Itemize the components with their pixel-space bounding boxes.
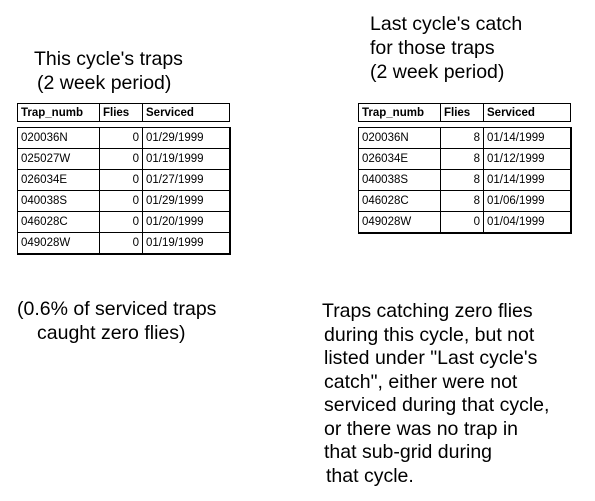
cell-trap-number: 020036N xyxy=(17,127,100,149)
note-line: or there was no trap in xyxy=(324,417,519,440)
cell-serviced-date: 01/29/1999 xyxy=(142,127,230,149)
column-header-serviced: Serviced xyxy=(146,106,194,119)
cell-serviced-date: 01/27/1999 xyxy=(142,169,230,191)
previous-heading-line: Last cycle's catch xyxy=(370,13,523,35)
table-row: 025027W 0 01/19/1999 xyxy=(17,148,230,170)
current-cycle-heading: This cycle's traps (2 week period) xyxy=(34,47,183,95)
note-line: caught zero flies) xyxy=(37,321,186,344)
cell-serviced-date: 01/19/1999 xyxy=(146,237,204,249)
current-heading-line: This cycle's traps xyxy=(34,48,183,70)
note-line: during this cycle, but not xyxy=(324,323,535,346)
cell-serviced-date: 01/14/1999 xyxy=(483,169,571,191)
table-row: 020036N 0 01/29/1999 xyxy=(17,127,230,149)
table-row: 046028C 8 01/06/1999 xyxy=(358,190,571,212)
cell-flies: 0 xyxy=(99,211,143,233)
cell-flies: 0 xyxy=(99,148,143,170)
cell-serviced-date: 01/04/1999 xyxy=(487,216,545,228)
note-line: listed under "Last cycle's xyxy=(324,347,538,369)
cell-serviced-date: 01/20/1999 xyxy=(142,211,230,233)
cell-flies: 0 xyxy=(99,190,143,212)
zero-flies-percentage-note: (0.6% of serviced traps caught zero flie… xyxy=(17,298,216,345)
column-header-flies: Flies xyxy=(99,103,143,122)
cell-flies: 0 xyxy=(99,127,143,149)
current-heading-line: (2 week period) xyxy=(37,72,172,94)
note-line: (0.6% of serviced traps xyxy=(17,298,217,320)
explanation-note: Traps catching zero flies during this cy… xyxy=(322,300,549,488)
cell-trap-number: 049028W xyxy=(17,232,100,254)
note-line: Traps catching zero flies xyxy=(322,300,533,322)
cell-serviced-date: 01/12/1999 xyxy=(483,148,571,170)
column-header-trap: Trap_numb xyxy=(358,103,441,122)
cell-flies: 8 xyxy=(440,190,484,212)
cell-trap-number: 026034E xyxy=(358,148,441,170)
note-line: catch", either were not xyxy=(324,370,518,393)
table-row: 040038S 0 01/29/1999 xyxy=(17,190,230,212)
column-header-serviced: Serviced xyxy=(487,106,535,119)
cell-flies: 8 xyxy=(440,127,484,149)
cell-trap-number: 046028C xyxy=(358,190,441,212)
table-row: 046028C 0 01/20/1999 xyxy=(17,211,230,233)
cell-trap-number: 049028W xyxy=(358,211,441,233)
previous-heading-line: (2 week period) xyxy=(370,61,505,83)
column-header-flies: Flies xyxy=(440,103,484,122)
cell-flies: 8 xyxy=(440,148,484,170)
table-row: 049028W 0 01/04/1999 xyxy=(358,211,572,233)
table-row: 020036N 8 01/14/1999 xyxy=(358,127,571,149)
previous-heading-line: for those traps xyxy=(370,37,495,59)
table-row: 049028W 0 01/19/1999 xyxy=(17,232,231,254)
previous-cycle-heading: Last cycle's catch for those traps (2 we… xyxy=(370,12,522,84)
note-line: serviced during that cycle, xyxy=(324,394,550,416)
table-row: 026034E 0 01/27/1999 xyxy=(17,169,230,191)
column-header-trap: Trap_numb xyxy=(17,103,100,122)
note-line: that cycle. xyxy=(326,464,414,487)
cell-trap-number: 046028C xyxy=(17,211,100,233)
current-cycle-table: 020036N 0 01/29/1999 025027W 0 01/19/1999 0260… xyxy=(17,127,231,255)
current-table-header: Trap_numb Flies Serviced xyxy=(17,103,230,122)
cell-trap-number: 025027W xyxy=(17,148,100,170)
cell-serviced-date: 01/06/1999 xyxy=(483,190,571,212)
cell-serviced-date: 01/29/1999 xyxy=(142,190,230,212)
cell-trap-number: 040038S xyxy=(17,190,100,212)
cell-trap-number: 040038S xyxy=(358,169,441,191)
cell-serviced-date: 01/14/1999 xyxy=(483,127,571,149)
cell-trap-number: 026034E xyxy=(17,169,100,191)
cell-flies: 0 xyxy=(99,232,143,254)
previous-cycle-table: 020036N 8 01/14/1999 026034E 8 01/12/1999 0400… xyxy=(358,127,572,234)
cell-flies: 8 xyxy=(440,169,484,191)
cell-trap-number: 020036N xyxy=(358,127,441,149)
cell-serviced-date: 01/19/1999 xyxy=(142,148,230,170)
note-line: that sub-grid during xyxy=(324,441,493,463)
table-row: 026034E 8 01/12/1999 xyxy=(358,148,571,170)
cell-flies: 0 xyxy=(440,211,484,233)
previous-table-header: Trap_numb Flies Serviced xyxy=(358,103,571,122)
table-row: 040038S 8 01/14/1999 xyxy=(358,169,571,191)
cell-flies: 0 xyxy=(99,169,143,191)
